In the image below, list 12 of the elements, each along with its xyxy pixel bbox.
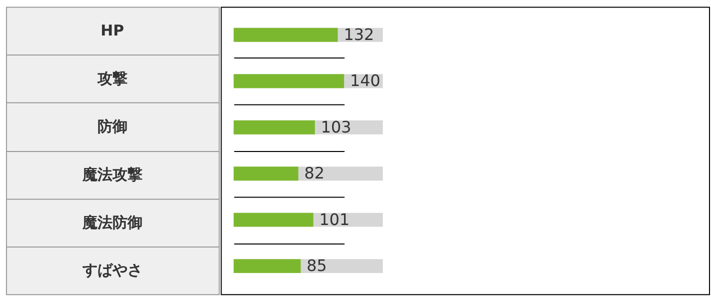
y-tick-label: 魔法攻撃 [81, 165, 142, 184]
data-label: 85 [306, 256, 327, 276]
data-label: 140 [350, 71, 380, 90]
y-tick-label: 攻撃 [96, 70, 128, 88]
y-tick-label: すばやさ [81, 261, 142, 280]
y-tick-label: 魔法防御 [81, 213, 142, 232]
data-label: 101 [319, 210, 350, 229]
data-label: 103 [320, 117, 352, 136]
y-tick-label: HP [100, 22, 124, 40]
y-tick-label: 防御 [97, 118, 128, 136]
data-label: 82 [304, 164, 325, 183]
data-label: 132 [344, 24, 374, 44]
